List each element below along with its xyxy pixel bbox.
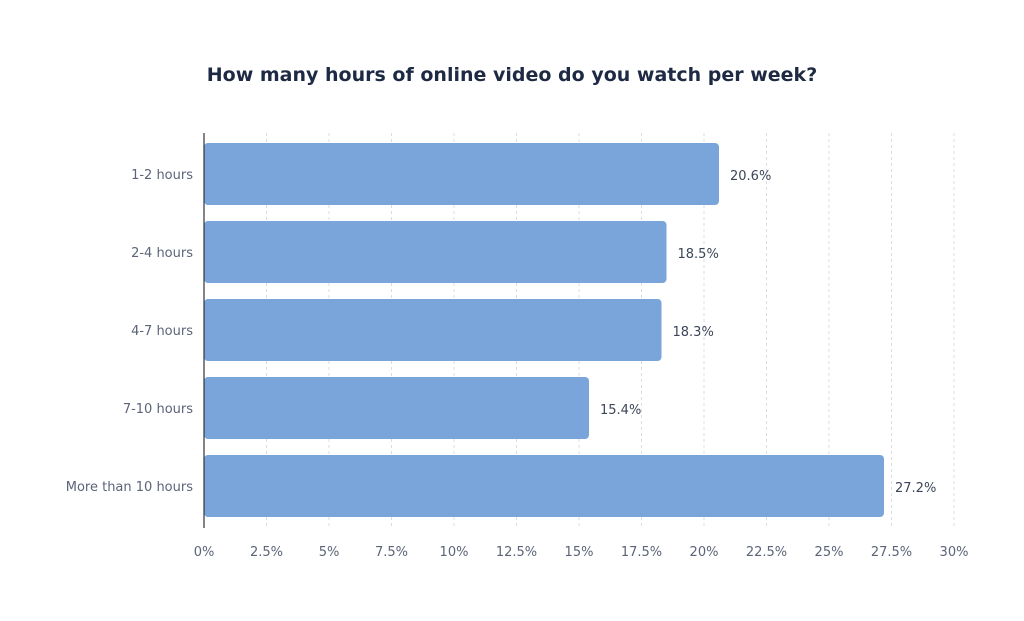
category-label: 2-4 hours — [131, 246, 193, 261]
x-tick-label: 10% — [440, 545, 469, 560]
x-tick-label: 5% — [319, 545, 340, 560]
category-label: 7-10 hours — [123, 402, 193, 417]
x-tick-label: 7.5% — [375, 545, 408, 560]
bar — [204, 143, 719, 205]
x-tick-label: 20% — [690, 545, 719, 560]
x-tick-label: 27.5% — [871, 545, 912, 560]
data-label: 27.2% — [895, 481, 936, 496]
x-tick-label: 15% — [565, 545, 594, 560]
category-label: 4-7 hours — [131, 324, 193, 339]
data-label: 18.5% — [678, 247, 719, 262]
bars — [204, 143, 884, 517]
category-labels: 1-2 hours 2-4 hours 4-7 hours 7-10 hours Mor… — [66, 168, 193, 495]
x-tick-labels: 0% 2.5% 5% 7.5% 10% 12.5% 15% 17.5% 20% 22.5% 25% 2… — [194, 545, 969, 560]
bar — [204, 221, 667, 283]
bar — [204, 377, 589, 439]
x-tick-label: 30% — [940, 545, 969, 560]
data-label: 15.4% — [600, 403, 641, 418]
bar — [204, 299, 662, 361]
chart-title: How many hours of online video do you wa… — [206, 64, 818, 86]
data-label: 20.6% — [730, 169, 771, 184]
x-tick-label: 22.5% — [746, 545, 787, 560]
bar — [204, 455, 884, 517]
category-label: More than 10 hours — [66, 480, 193, 495]
x-tick-label: 25% — [815, 545, 844, 560]
x-tick-label: 12.5% — [496, 545, 537, 560]
value-labels: 20.6% 18.5% 18.3% 15.4% 27.2% — [600, 169, 936, 496]
data-label: 18.3% — [673, 325, 714, 340]
category-label: 1-2 hours — [131, 168, 193, 183]
x-tick-label: 0% — [194, 545, 215, 560]
x-tick-label: 2.5% — [250, 545, 283, 560]
x-tick-label: 17.5% — [621, 545, 662, 560]
